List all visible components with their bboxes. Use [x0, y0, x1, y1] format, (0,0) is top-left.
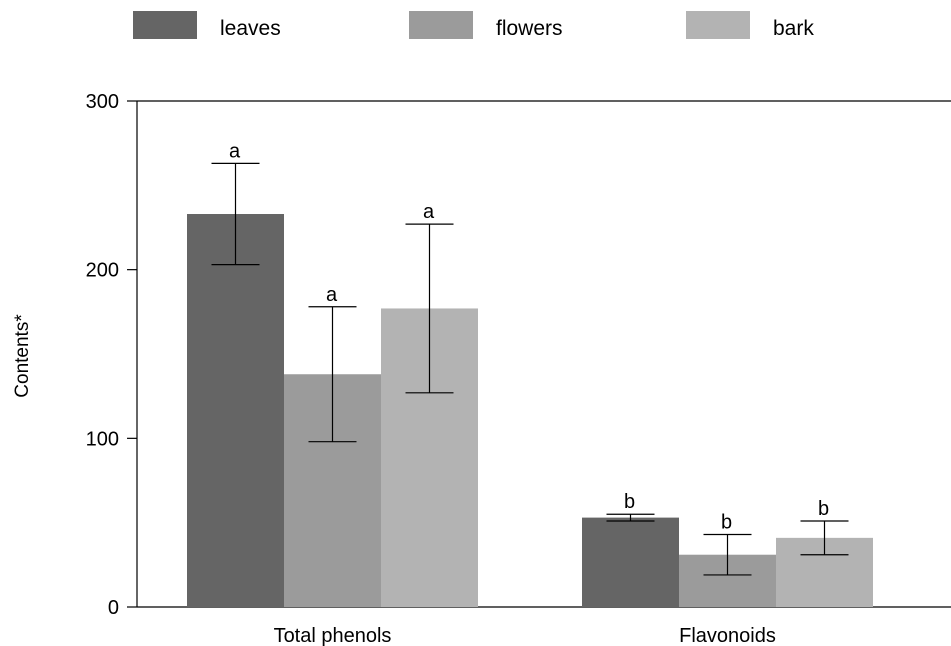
significance-label: a: [326, 284, 338, 306]
y-axis-title: Contents*: [12, 314, 33, 398]
y-tick-label: 300: [86, 91, 119, 113]
y-tick-label: 0: [108, 597, 119, 619]
y-tick-label: 200: [86, 260, 119, 282]
significance-label: b: [818, 498, 829, 520]
bar-leaves: [187, 214, 284, 608]
significance-label: b: [624, 491, 635, 513]
legend-label-flowers: flowers: [496, 17, 563, 40]
x-category-label: Flavonoids: [679, 625, 776, 646]
bars: a a a b b b: [187, 140, 873, 608]
significance-label: a: [423, 201, 435, 223]
significance-label: b: [721, 511, 732, 533]
legend-swatch-bark: [686, 11, 750, 39]
x-category-label: Total phenols: [274, 625, 392, 646]
y-tick-label: 100: [86, 428, 119, 450]
legend-swatch-flowers: [409, 11, 473, 39]
significance-label: a: [229, 140, 241, 162]
legend-swatch-leaves: [133, 11, 197, 39]
bar-leaves: [582, 517, 679, 607]
legend: leaves flowers bark: [133, 11, 814, 40]
legend-label-bark: bark: [773, 17, 814, 40]
legend-label-leaves: leaves: [220, 17, 281, 40]
